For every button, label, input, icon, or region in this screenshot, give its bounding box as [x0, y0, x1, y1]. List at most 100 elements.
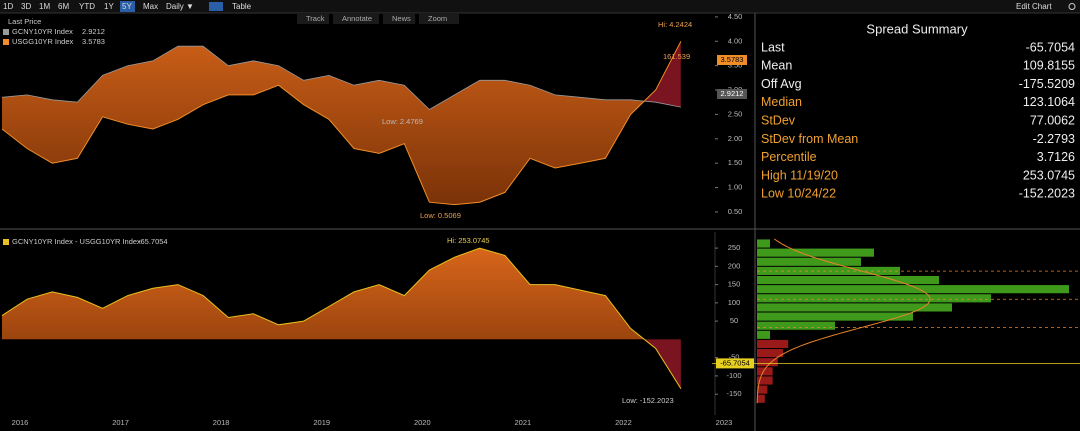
histogram-bar	[757, 367, 773, 376]
histogram-bar	[757, 321, 835, 330]
tool-button-bg	[333, 14, 379, 24]
summary-value: 253.0745	[1023, 168, 1075, 182]
y-tick-label: 50	[730, 316, 738, 325]
summary-label: Mean	[761, 59, 792, 73]
series-line	[1, 41, 682, 206]
legend-swatch	[3, 239, 9, 245]
y-tick-label: 4.50	[728, 12, 743, 21]
y-tick-label: 150	[728, 280, 741, 289]
annotation: Hi: 4.2424	[658, 20, 692, 29]
tool-button-bg	[297, 14, 329, 24]
tool-button[interactable]: News	[392, 14, 411, 23]
summary-value: 3.7126	[1037, 150, 1075, 164]
histogram-bar	[757, 275, 939, 285]
x-tick-label: 2023	[716, 418, 733, 427]
y-tick-label: -100	[726, 371, 741, 380]
last-tag-label: -65.7054	[720, 358, 750, 367]
histogram-bar	[757, 349, 783, 358]
normal-curve	[756, 238, 931, 404]
price-tag-label: 3.5783	[721, 55, 744, 64]
range-button[interactable]: 6M	[58, 2, 69, 11]
summary-label: Low 10/24/22	[761, 187, 836, 201]
histogram-bar	[757, 394, 765, 403]
legend-label: USGG10YR Index	[12, 37, 74, 46]
annotation: Low: 2.4769	[382, 117, 423, 126]
range-button[interactable]: 5Y	[122, 2, 132, 11]
summary-title: Spread Summary	[866, 21, 968, 36]
y-tick-label: 2.50	[728, 109, 743, 118]
histogram-bar	[757, 330, 770, 339]
toolbar	[0, 0, 1080, 13]
y-tick-label: 250	[728, 243, 741, 252]
area-fill	[2, 248, 681, 340]
y-tick-label: 1.00	[728, 183, 743, 192]
histogram-bar	[757, 239, 770, 248]
legend-label: GCNY10YR Index	[12, 27, 73, 36]
y-tick-label: 4.00	[728, 36, 743, 45]
x-tick-label: 2018	[213, 418, 230, 427]
edit-chart[interactable]: Edit Chart	[1016, 2, 1052, 11]
histogram-bar	[757, 266, 900, 275]
legend-title: Last Price	[8, 17, 41, 26]
summary-label: Percentile	[761, 150, 817, 164]
summary-value: -152.2023	[1019, 187, 1075, 201]
summary-label: High 11/19/20	[761, 168, 838, 182]
legend-value: -65.7054	[138, 237, 168, 246]
x-tick-label: 2016	[12, 418, 29, 427]
tool-button[interactable]: Annotate	[342, 14, 372, 23]
y-tick-label: 0.50	[728, 207, 743, 216]
x-tick-label: 2017	[112, 418, 129, 427]
histogram-bar	[757, 294, 991, 303]
histogram-bar	[757, 248, 874, 257]
range-button[interactable]: 1M	[39, 2, 50, 11]
annotation: Hi: 253.0745	[447, 236, 490, 245]
tool-button-bg	[419, 14, 459, 24]
summary-label: StDev	[761, 113, 796, 127]
chart-icon[interactable]	[209, 2, 223, 11]
histogram-bar	[757, 339, 789, 349]
range-button[interactable]: 1Y	[104, 2, 114, 11]
price-tag	[717, 55, 747, 65]
summary-value: -65.7054	[1026, 40, 1075, 54]
histogram-bar	[757, 385, 768, 394]
legend-value: 2.9212	[82, 27, 105, 36]
range-button[interactable]: Max	[143, 2, 158, 11]
x-tick-label: 2019	[313, 418, 330, 427]
range-button[interactable]: 1D	[3, 2, 13, 11]
annotation: Low: 0.5069	[420, 211, 461, 220]
y-tick-label: 1.50	[728, 158, 743, 167]
tool-button[interactable]: Track	[306, 14, 325, 23]
annotation: 161.539	[663, 52, 690, 61]
y-tick-label: 100	[728, 298, 741, 307]
selected-button	[120, 1, 135, 12]
x-tick-label: 2021	[515, 418, 532, 427]
tool-button[interactable]: Zoom	[428, 14, 447, 23]
y-tick-label: 200	[728, 261, 741, 270]
histogram-bar	[757, 376, 773, 385]
summary-label: Off Avg	[761, 77, 802, 91]
range-button[interactable]: Daily ▼	[166, 2, 194, 11]
x-tick-label: 2020	[414, 418, 431, 427]
range-button[interactable]: YTD	[79, 2, 95, 11]
summary-value: -175.5209	[1019, 77, 1075, 91]
summary-label: Median	[761, 95, 802, 109]
summary-value: 123.1064	[1023, 95, 1075, 109]
summary-value: -2.2793	[1033, 132, 1075, 146]
summary-label: StDev from Mean	[761, 132, 858, 146]
y-tick-label: 2.00	[728, 134, 743, 143]
legend-swatch	[3, 39, 9, 45]
histogram-bar	[757, 303, 952, 312]
price-tag-label: 2.9212	[721, 89, 744, 98]
price-tag	[717, 89, 747, 99]
summary-value: 77.0062	[1030, 113, 1075, 127]
y-tick-label: 3.50	[728, 61, 743, 70]
settings-icon[interactable]	[1068, 3, 1076, 10]
y-tick-label: -150	[726, 389, 741, 398]
summary-value: 109.8155	[1023, 59, 1075, 73]
series-line	[1, 45, 681, 110]
range-button[interactable]: 3D	[21, 2, 31, 11]
range-button[interactable]: Table	[232, 2, 252, 11]
histogram-bar	[757, 358, 778, 367]
